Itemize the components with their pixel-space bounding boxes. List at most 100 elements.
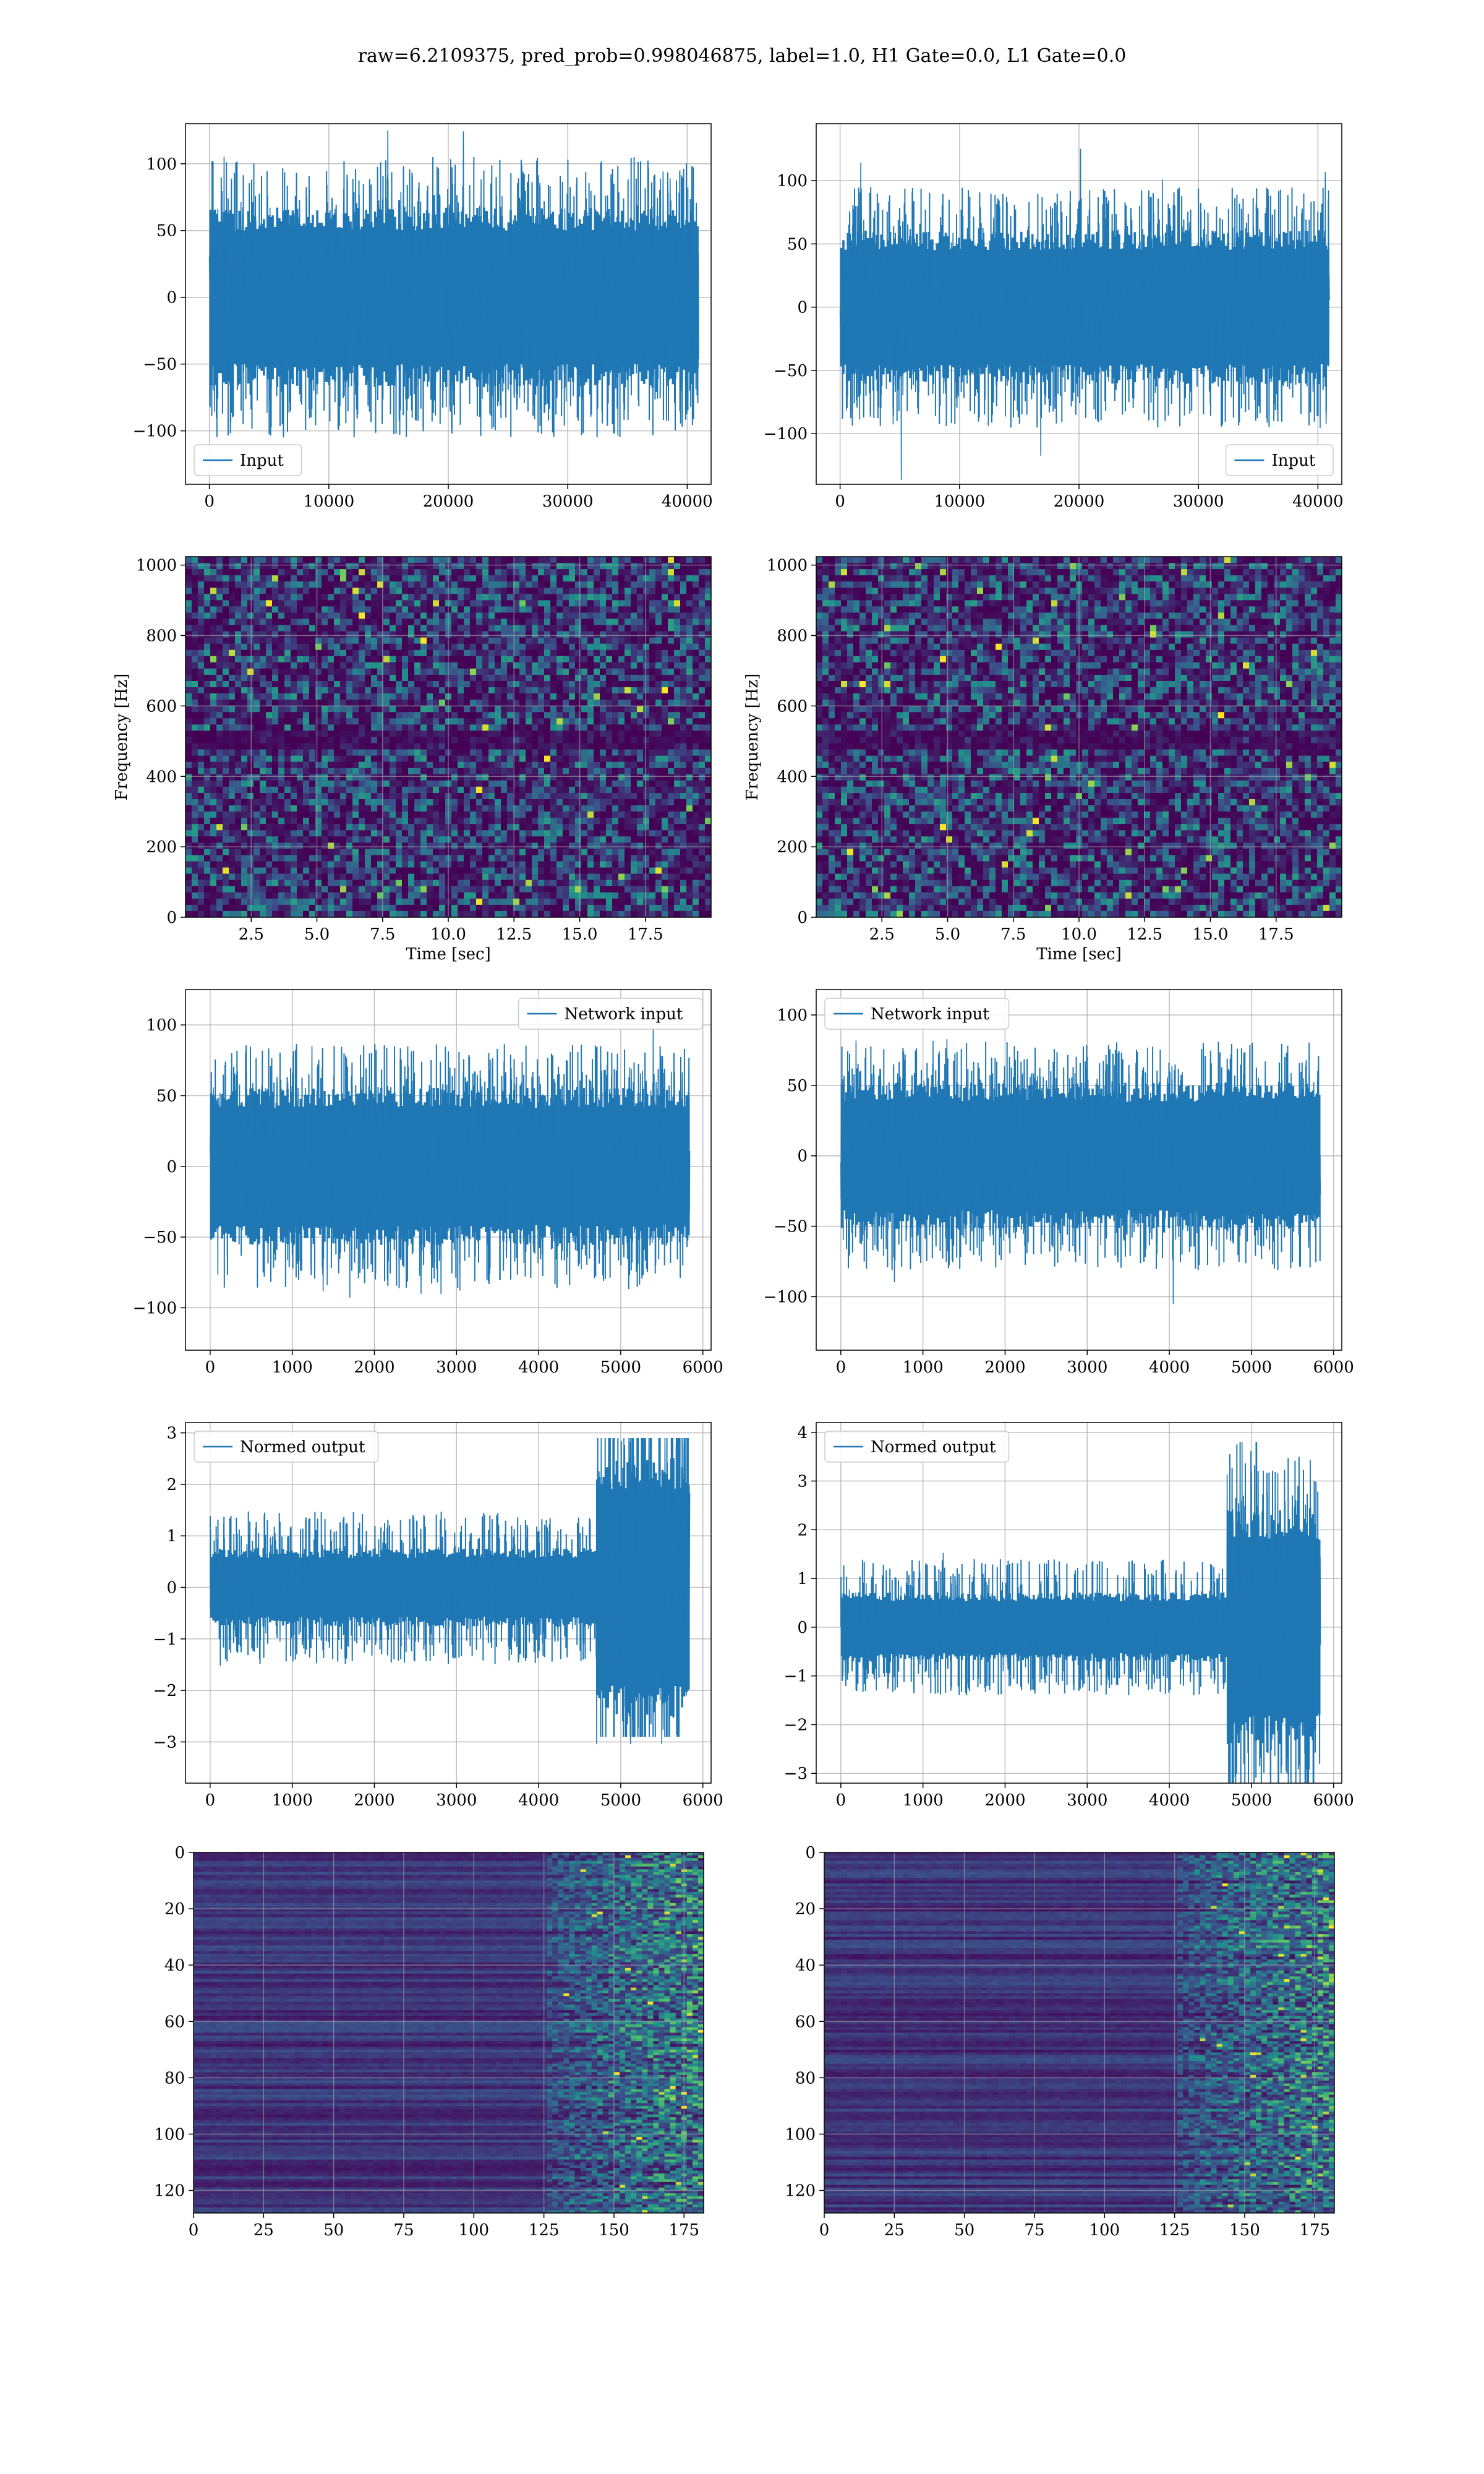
heatmap-cell [198, 612, 205, 620]
heatmap-cell [464, 830, 471, 837]
heatmap-cell [235, 600, 242, 607]
heatmap-cell [544, 656, 551, 663]
heatmap-cell [488, 600, 495, 607]
heatmap-cell [476, 780, 483, 787]
heatmap-cell [600, 818, 607, 824]
heatmap-cell [328, 849, 335, 856]
heatmap-cell [668, 557, 675, 563]
heatmap-cell [705, 693, 711, 700]
heatmap-cell [538, 830, 545, 837]
heatmap-cell [223, 706, 229, 713]
heatmap-cell [705, 557, 711, 563]
heatmap-cell [390, 637, 396, 644]
heatmap-cell [550, 649, 557, 657]
heatmap-cell [278, 606, 285, 614]
heatmap-cell [544, 662, 551, 669]
heatmap-cell [693, 600, 699, 607]
heatmap-cell [414, 786, 421, 794]
heatmap-cell [556, 618, 563, 626]
heatmap-cell [223, 855, 229, 862]
heatmap-cell [210, 656, 217, 663]
heatmap-cell [686, 662, 693, 669]
heatmap-cell [315, 693, 322, 700]
heatmap-cell [247, 569, 254, 576]
heatmap-cell [352, 563, 359, 570]
heatmap-cell [247, 811, 254, 818]
heatmap-cell [186, 656, 192, 663]
heatmap-cell [693, 693, 699, 700]
heatmap-cell [563, 588, 569, 594]
heatmap-cell [550, 569, 557, 576]
heatmap-cell [649, 687, 656, 694]
heatmap-cell [526, 904, 532, 912]
heatmap-cell [594, 700, 600, 706]
heatmap-cell [229, 606, 236, 614]
heatmap-cell [315, 855, 322, 862]
heatmap-cell [216, 749, 223, 756]
heatmap-cell [198, 818, 205, 824]
heatmap-cell [352, 612, 359, 620]
heatmap-cell [612, 649, 619, 657]
heatmap-cell [359, 811, 365, 818]
heatmap-cell [204, 668, 211, 675]
heatmap-cell [587, 569, 594, 576]
heatmap-cell [569, 557, 576, 563]
heatmap-cell [254, 768, 260, 775]
heatmap-cell [377, 612, 384, 620]
heatmap-cell [662, 849, 668, 856]
heatmap-cell [575, 631, 582, 638]
heatmap-cell [420, 811, 427, 818]
heatmap-cell [371, 700, 378, 706]
heatmap-cell [532, 755, 539, 763]
heatmap-cell [328, 892, 335, 899]
heatmap-cell [507, 755, 514, 763]
heatmap-cell [686, 761, 693, 769]
heatmap-cell [272, 786, 279, 794]
heatmap-cell [396, 749, 403, 756]
heatmap-cell [519, 712, 526, 719]
heatmap-cell [594, 904, 600, 912]
heatmap-cell [674, 693, 681, 700]
heatmap-cell [439, 687, 446, 694]
heatmap-cell [315, 631, 322, 638]
heatmap-cell [186, 625, 192, 632]
heatmap-cell [606, 643, 613, 651]
heatmap-cell [600, 563, 607, 570]
heatmap-cell [328, 737, 335, 744]
heatmap-cell [655, 761, 662, 769]
heatmap-cell [309, 575, 316, 582]
heatmap-cell [402, 600, 409, 607]
heatmap-cell [408, 805, 415, 812]
heatmap-cell [693, 700, 699, 706]
heatmap-cell [322, 693, 328, 700]
heatmap-cell [612, 656, 619, 663]
heatmap-cell [470, 849, 477, 856]
heatmap-cell [643, 681, 650, 688]
heatmap-cell [594, 799, 600, 806]
heatmap-cell [495, 761, 501, 769]
heatmap-cell [575, 693, 582, 700]
heatmap-cell [408, 637, 415, 644]
heatmap-cell [315, 880, 322, 887]
heatmap-cell [618, 886, 625, 893]
heatmap-cell [662, 761, 668, 769]
heatmap-cell [693, 675, 699, 682]
heatmap-cell [488, 849, 495, 856]
heatmap-cell [439, 855, 446, 862]
heatmap-cell [383, 649, 390, 657]
heatmap-cell [346, 842, 353, 850]
heatmap-cell [328, 910, 335, 917]
heatmap-cell [674, 892, 681, 899]
heatmap-cell [507, 588, 514, 594]
heatmap-cell [328, 880, 335, 887]
heatmap-cell [476, 668, 483, 675]
heatmap-cell [618, 700, 625, 706]
heatmap-cell [303, 606, 310, 614]
heatmap-cell [458, 724, 464, 732]
heatmap-cell [420, 594, 427, 601]
heatmap-cell [204, 612, 211, 620]
heatmap-cell [544, 830, 551, 837]
heatmap-cell [204, 755, 211, 763]
heatmap-cell [390, 849, 396, 856]
heatmap-cell [340, 557, 347, 563]
